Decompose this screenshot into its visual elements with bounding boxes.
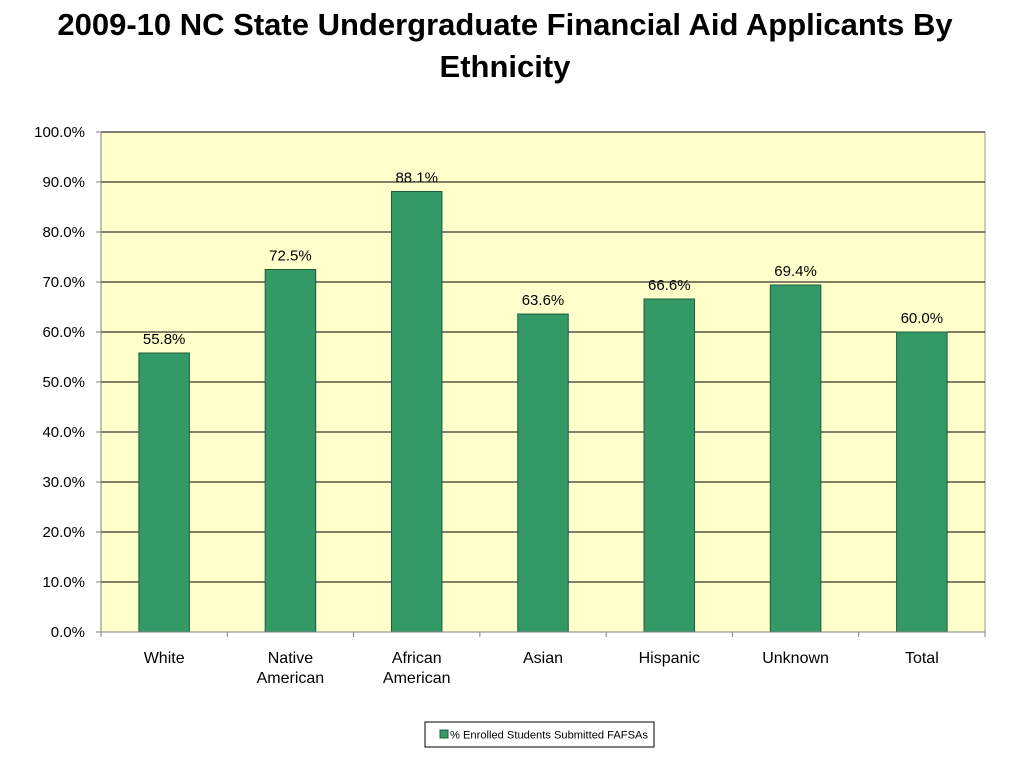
x-tick-label: White — [144, 650, 185, 667]
y-tick-label: 20.0% — [42, 524, 85, 541]
y-tick-label: 50.0% — [42, 374, 85, 391]
data-label: 72.5% — [269, 248, 312, 265]
data-label: 66.6% — [648, 277, 691, 294]
x-tick-label: African American — [383, 650, 451, 687]
bar — [138, 352, 190, 633]
bar — [643, 298, 696, 633]
y-tick-label: 60.0% — [42, 324, 85, 341]
bar — [264, 269, 317, 633]
data-label: 69.4% — [774, 263, 817, 280]
legend-box — [424, 721, 655, 748]
data-label: 55.8% — [143, 331, 186, 348]
legend-swatch — [439, 729, 449, 739]
data-label: 60.0% — [901, 310, 944, 327]
x-tick-label: Total — [905, 650, 939, 667]
bar — [390, 191, 443, 633]
y-tick-label: 30.0% — [42, 474, 85, 491]
legend-label: % Enrolled Students Submitted FAFSAs — [450, 730, 649, 742]
bar — [896, 331, 948, 633]
legend: % Enrolled Students Submitted FAFSAs — [424, 721, 655, 748]
x-axis: White Native American African American Asian H… — [100, 631, 986, 687]
y-tick-label: 10.0% — [42, 574, 85, 591]
x-tick-label: Hispanic — [639, 650, 700, 667]
y-tick-label: 0.0% — [51, 624, 85, 641]
y-tick-label: 90.0% — [42, 174, 85, 191]
data-label: 63.6% — [522, 292, 565, 309]
y-tick-label: 40.0% — [42, 424, 85, 441]
x-tick-label: Unknown — [762, 650, 829, 667]
y-tick-label: 70.0% — [42, 274, 85, 291]
y-tick-label: 100.0% — [34, 124, 85, 141]
x-tick-label: Asian — [523, 650, 563, 667]
chart-title: 2009-10 NC State Undergraduate Financial… — [57, 7, 953, 84]
bar — [769, 284, 822, 633]
bars: 55.8% 72.5% 88.1% 63.6% 66.6% 69.4% 60.0% — [138, 170, 948, 633]
y-axis: 0.0% 10.0% 20.0% 30.0% 40.0% 50.0% 60.0% 70.0% 8… — [34, 124, 102, 641]
x-tick-label: Native American — [257, 650, 325, 687]
bar — [517, 313, 569, 633]
y-tick-label: 80.0% — [42, 224, 85, 241]
data-label: 88.1% — [395, 170, 438, 187]
